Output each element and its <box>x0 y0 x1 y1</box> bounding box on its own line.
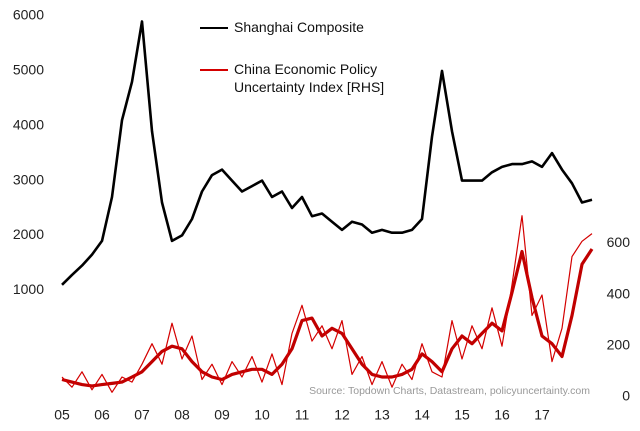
x-tick-label: 11 <box>295 407 310 423</box>
x-tick-label: 15 <box>454 407 470 423</box>
x-tick-label: 17 <box>534 407 550 423</box>
x-tick-label: 07 <box>134 407 150 423</box>
x-tick-label: 10 <box>254 407 270 423</box>
source-note: Source: Topdown Charts, Datastream, poli… <box>309 385 590 397</box>
y-tick-label: 4000 <box>13 116 44 132</box>
series-line <box>61 248 594 388</box>
y2-tick-label: 200 <box>607 337 631 353</box>
x-tick-label: 09 <box>214 407 230 423</box>
legend-label: China Economic Policy Uncertainty Index … <box>234 61 385 95</box>
legend-swatch <box>200 69 228 71</box>
x-tick-label: 08 <box>174 407 190 423</box>
x-tick-label: 05 <box>54 407 70 423</box>
y2-tick-label: 600 <box>607 234 631 250</box>
y-tick-label: 6000 <box>13 7 44 23</box>
y-tick-label: 3000 <box>13 171 44 187</box>
legend-label: Shanghai Composite <box>234 19 364 35</box>
series-line <box>61 20 593 286</box>
y-tick-label: 5000 <box>13 62 44 78</box>
legend-entry: Shanghai Composite <box>200 18 424 36</box>
x-tick-label: 16 <box>494 407 510 423</box>
series-line <box>61 215 593 393</box>
x-tick-label: 14 <box>414 407 430 423</box>
y2-tick-label: 0 <box>622 388 630 404</box>
x-tick-label: 13 <box>374 407 390 423</box>
legend-entry: China Economic Policy Uncertainty Index … <box>200 60 424 96</box>
y-tick-label: 1000 <box>13 281 44 297</box>
y2-tick-label: 400 <box>607 285 631 301</box>
x-tick-label: 12 <box>334 407 350 423</box>
y-tick-label: 2000 <box>13 226 44 242</box>
x-tick-label: 06 <box>94 407 110 423</box>
legend-swatch <box>200 27 228 29</box>
